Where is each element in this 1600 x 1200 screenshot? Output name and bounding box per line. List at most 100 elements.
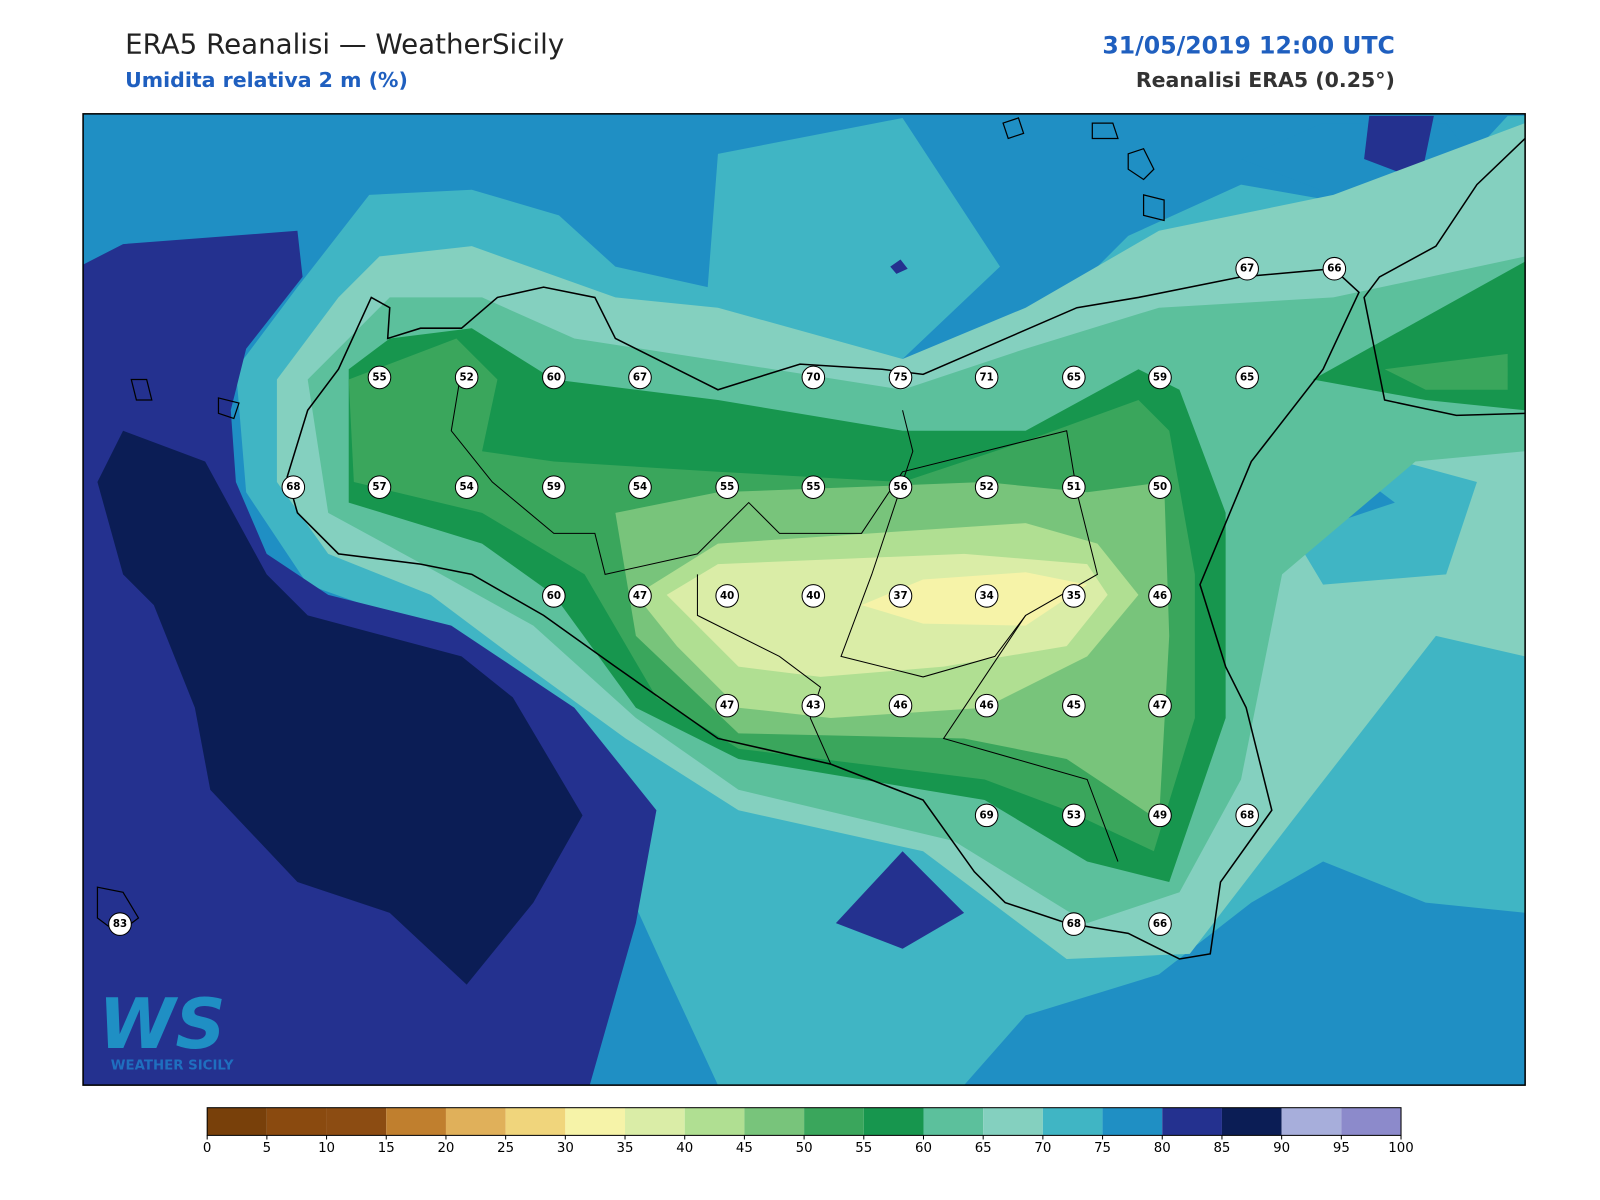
station-value: 60	[547, 371, 561, 383]
colorbar-tick-label: 35	[617, 1141, 634, 1156]
logo-mark: WS	[98, 984, 225, 1065]
station-value: 55	[806, 481, 820, 493]
colorbar-segment	[684, 1107, 745, 1136]
colorbar-segment	[923, 1107, 984, 1136]
station-marker	[628, 365, 652, 390]
station-marker	[1148, 365, 1172, 390]
colorbar-tick-label: 15	[378, 1141, 395, 1156]
station-value: 50	[1153, 481, 1167, 493]
station-value: 65	[1067, 371, 1081, 383]
datetime: 31/05/2019 12:00 UTC	[1102, 31, 1394, 59]
station-marker	[454, 365, 479, 390]
colorbar-segment	[505, 1107, 566, 1136]
station-marker	[1062, 912, 1086, 936]
station-value: 37	[893, 590, 907, 602]
title: ERA5 Reanalisi — WeatherSicily	[125, 27, 564, 60]
station-value: 35	[1067, 590, 1081, 602]
station-value: 83	[113, 918, 127, 930]
station-value: 75	[893, 371, 907, 383]
station-value: 47	[633, 590, 647, 602]
station-value: 40	[806, 590, 820, 602]
colorbar-tick-label: 20	[437, 1141, 454, 1156]
station-marker	[281, 475, 306, 499]
colorbar-segment	[804, 1107, 864, 1136]
field	[1384, 353, 1508, 390]
colorbar-segment	[1281, 1107, 1342, 1136]
province-border	[450, 369, 1119, 862]
colorbar-tick-label: 60	[915, 1141, 932, 1156]
station-marker	[1235, 803, 1259, 828]
station-value: 52	[980, 481, 994, 493]
colorbar-tick-label: 95	[1333, 1141, 1350, 1156]
station-marker	[715, 584, 739, 608]
station-value: 67	[1240, 263, 1254, 275]
station-marker	[1062, 803, 1086, 828]
colorbar-segment	[1341, 1107, 1402, 1136]
station-marker	[801, 475, 826, 499]
station-value: 68	[1240, 809, 1254, 821]
station-value: 57	[372, 481, 386, 493]
colorbar-tick-label: 70	[1034, 1141, 1051, 1156]
field	[890, 259, 908, 274]
station-marker	[1148, 912, 1172, 936]
station-value: 68	[286, 481, 300, 493]
station-value: 47	[720, 700, 734, 712]
colorbar-segment	[207, 1107, 267, 1136]
station-marker	[715, 693, 739, 718]
colorbar-segment	[445, 1107, 506, 1136]
station-value: 60	[547, 590, 561, 602]
station-marker	[1062, 365, 1086, 390]
colorbar-segment	[386, 1107, 446, 1136]
station-value: 66	[1153, 918, 1167, 930]
island	[96, 117, 1165, 935]
station-marker	[367, 365, 392, 390]
colorbar-tick-label: 55	[855, 1141, 872, 1156]
station-marker	[1235, 365, 1259, 390]
station-value: 54	[460, 481, 474, 493]
station-marker	[367, 475, 392, 499]
colorbar-tick-label: 30	[557, 1141, 574, 1156]
colorbar-tick-label: 5	[263, 1141, 271, 1156]
station-value: 70	[806, 371, 820, 383]
contours	[83, 113, 1526, 1086]
station-value: 56	[893, 481, 907, 493]
colorbar-segment	[266, 1107, 327, 1136]
station-marker	[974, 475, 999, 499]
station-marker	[1235, 256, 1259, 281]
station-marker	[1062, 475, 1086, 499]
field	[97, 430, 583, 985]
colorbar-tick-label: 10	[318, 1141, 335, 1156]
colorbar-segment	[326, 1107, 387, 1136]
colorbar-segment	[625, 1107, 685, 1136]
colorbar-segment	[565, 1107, 626, 1136]
station-marker	[1148, 475, 1172, 499]
stations: 55 52 60 67 70 75 71 65 59 65 67 66 68 57 54 59 54 55 55 56…	[108, 256, 1347, 936]
station-marker	[974, 693, 999, 718]
logo: WS WEATHER SICILY	[98, 984, 233, 1074]
colorbar-tick-label: 65	[975, 1141, 992, 1156]
station-marker	[542, 475, 566, 499]
station-value: 46	[980, 700, 994, 712]
station-value: 51	[1067, 481, 1081, 493]
subtitle: Umidita relativa 2 m (%)	[125, 68, 408, 92]
station-marker	[974, 803, 999, 828]
source: Reanalisi ERA5 (0.25°)	[1136, 68, 1395, 92]
logo-text: WEATHER SICILY	[111, 1059, 234, 1074]
colorbar-tick-label: 75	[1094, 1141, 1111, 1156]
station-marker	[108, 912, 132, 936]
colorbar-tick-label: 45	[736, 1141, 753, 1156]
station-value: 67	[633, 371, 647, 383]
station-value: 55	[720, 481, 734, 493]
station-value: 69	[980, 809, 994, 821]
station-value: 55	[372, 371, 386, 383]
station-marker	[888, 475, 913, 499]
station-value: 46	[1153, 590, 1167, 602]
station-marker	[1062, 584, 1086, 608]
station-marker	[1148, 584, 1172, 608]
colorbar-segment	[983, 1107, 1043, 1136]
station-value: 53	[1067, 809, 1081, 821]
colorbar-tick-label: 40	[676, 1141, 693, 1156]
station-marker	[1148, 803, 1172, 828]
